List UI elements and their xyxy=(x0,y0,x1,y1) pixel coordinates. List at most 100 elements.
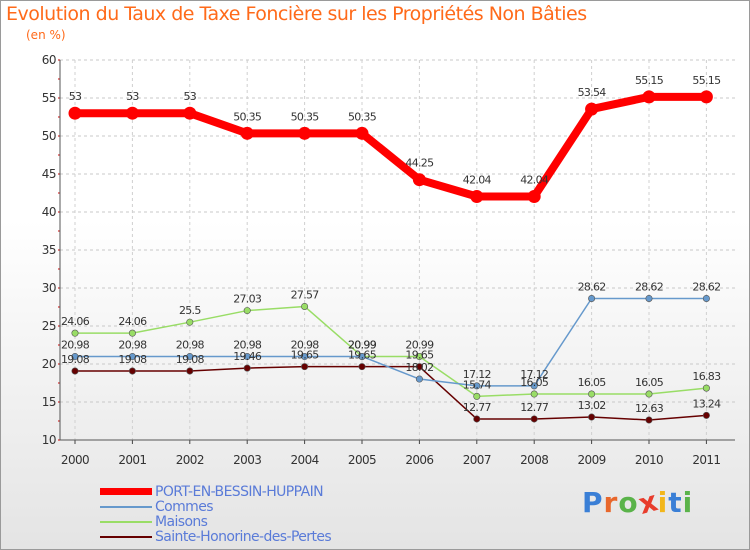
logo-letter: t xyxy=(668,486,683,519)
data-point xyxy=(358,352,366,360)
y-unit-label: (en %) xyxy=(26,28,66,42)
series-line-2 xyxy=(74,305,708,398)
data-point xyxy=(530,415,538,423)
data-label: 27.03 xyxy=(233,293,262,306)
data-label: 16.83 xyxy=(692,370,721,383)
legend-swatch xyxy=(100,521,152,523)
y-tick-label: 25 xyxy=(42,319,56,333)
data-point xyxy=(301,302,309,310)
data-label: 12.77 xyxy=(463,401,492,414)
data-label: 28.62 xyxy=(635,280,663,293)
data-label: 28.62 xyxy=(578,280,606,293)
data-point xyxy=(585,102,599,116)
y-tick-label: 35 xyxy=(42,243,56,257)
data-label: 42.04 xyxy=(520,173,549,186)
data-label: 20.99 xyxy=(405,338,434,351)
data-label: 50.35 xyxy=(291,110,320,123)
y-tick-label: 30 xyxy=(42,281,56,295)
y-tick-label: 20 xyxy=(42,357,56,371)
data-label: 13.24 xyxy=(692,397,721,410)
x-tick-label: 2007 xyxy=(463,453,491,467)
data-label: 55.15 xyxy=(635,74,664,87)
y-tick-label: 40 xyxy=(42,205,56,219)
x-tick-label: 2003 xyxy=(233,453,261,467)
data-label: 20.98 xyxy=(61,339,90,352)
logo-letter: i xyxy=(657,486,669,519)
data-label: 55.15 xyxy=(692,74,721,87)
data-label: 19.46 xyxy=(233,350,262,363)
data-point xyxy=(183,106,197,120)
proxiti-logo: Proxiti xyxy=(582,484,693,521)
x-tick-label: 2000 xyxy=(61,453,89,467)
series-line-3 xyxy=(74,365,708,421)
data-point xyxy=(702,411,710,419)
data-label: 24.06 xyxy=(61,315,90,328)
data-point xyxy=(355,126,369,140)
data-label: 12.77 xyxy=(520,401,549,414)
data-point xyxy=(702,384,710,392)
logo-letter: o xyxy=(618,486,639,519)
legend-swatch xyxy=(100,488,152,495)
data-point xyxy=(128,367,136,375)
data-point xyxy=(186,318,194,326)
data-label: 17.12 xyxy=(520,368,548,381)
data-point xyxy=(128,353,136,361)
data-point xyxy=(301,353,309,361)
x-tick-label: 2009 xyxy=(578,453,606,467)
data-point xyxy=(243,353,251,361)
data-label: 42.04 xyxy=(463,173,492,186)
data-point xyxy=(645,390,653,398)
data-label: 50.35 xyxy=(348,110,377,123)
chart-title: Evolution du Taux de Taxe Foncière sur l… xyxy=(6,3,587,25)
data-point xyxy=(71,367,79,375)
data-point xyxy=(186,367,194,375)
y-tick-label: 10 xyxy=(42,433,56,447)
data-point xyxy=(473,415,481,423)
legend-label: PORT-EN-BESSIN-HUPPAIN xyxy=(155,484,324,500)
data-point xyxy=(68,106,82,120)
data-label: 50.35 xyxy=(233,110,262,123)
x-tick-label: 2001 xyxy=(118,453,146,467)
data-point xyxy=(699,90,713,104)
data-label: 16.05 xyxy=(635,376,664,389)
legend-swatch xyxy=(100,536,152,538)
data-point xyxy=(240,126,254,140)
data-label: 19.65 xyxy=(405,349,434,362)
series-line-1 xyxy=(74,297,708,387)
y-tick-label: 50 xyxy=(42,129,56,143)
legend-label: Maisons xyxy=(155,514,208,530)
data-point xyxy=(71,353,79,361)
data-label: 53 xyxy=(69,90,82,103)
data-label: 24.06 xyxy=(118,315,147,328)
data-point xyxy=(645,416,653,424)
data-label: 19.08 xyxy=(118,353,147,366)
data-label: 19.65 xyxy=(348,349,377,362)
data-label: 13.02 xyxy=(578,399,606,412)
x-tick-label: 2010 xyxy=(635,453,663,467)
data-point xyxy=(530,382,538,390)
data-label: 20.98 xyxy=(118,339,147,352)
data-label: 12.63 xyxy=(635,402,664,415)
data-label: 53 xyxy=(183,90,196,103)
y-tick-label: 55 xyxy=(42,91,56,105)
data-point xyxy=(470,189,484,203)
data-point xyxy=(298,126,312,140)
x-tick-label: 2004 xyxy=(291,453,319,467)
data-point xyxy=(71,329,79,337)
data-point xyxy=(301,363,309,371)
data-label: 20.98 xyxy=(291,339,320,352)
data-label: 44.25 xyxy=(405,157,434,170)
data-label: 25.5 xyxy=(179,304,201,317)
data-label: 15.74 xyxy=(463,378,492,391)
data-label: 17.12 xyxy=(463,368,491,381)
data-point xyxy=(527,189,541,203)
data-point xyxy=(702,294,710,302)
data-label: 19.08 xyxy=(176,353,205,366)
data-label: 20.99 xyxy=(348,338,377,351)
legend-swatch xyxy=(100,506,152,508)
data-label: 28.62 xyxy=(692,280,720,293)
x-tick-label: 2008 xyxy=(520,453,548,467)
series-line-0 xyxy=(71,92,711,201)
